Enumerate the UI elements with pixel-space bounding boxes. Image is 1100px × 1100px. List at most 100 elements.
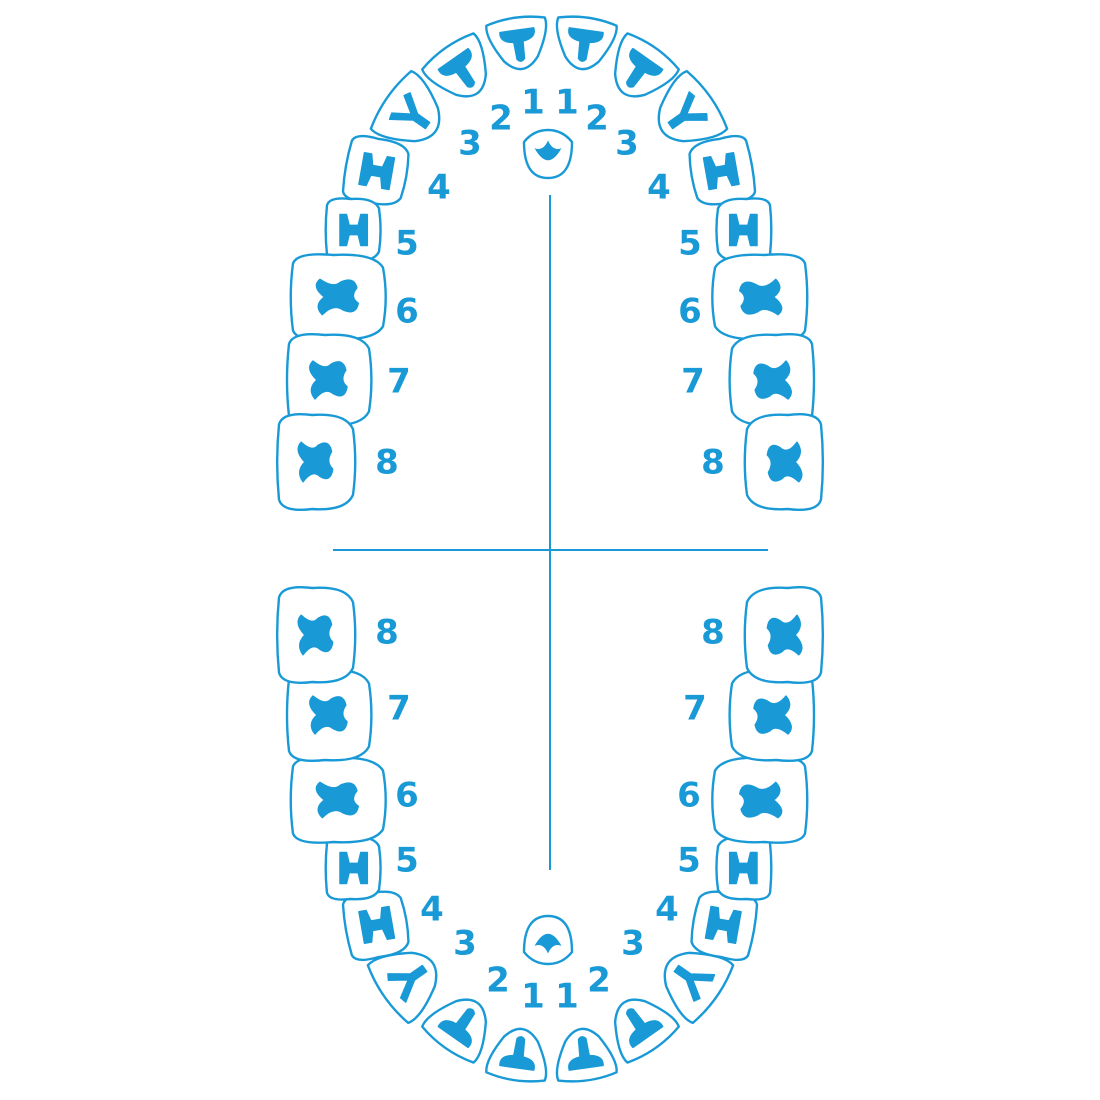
tooth-upper-left-7-pulp — [309, 360, 348, 400]
tooth-upper-right-4-pulp — [702, 151, 740, 191]
tooth-upper-left-2-pulp — [437, 47, 475, 88]
tooth-number-lower-right-2: 2 — [587, 961, 611, 1001]
tooth-number-lower-right-5: 5 — [677, 841, 701, 881]
tooth-lower-left-2 — [421, 998, 488, 1064]
tooth-number-upper-right-4: 4 — [647, 168, 671, 208]
tooth-upper-right-7 — [728, 333, 816, 427]
incisive-papilla-fill — [534, 140, 562, 161]
tooth-lower-right-1 — [555, 1027, 618, 1083]
tooth-lower-right-3-pulp — [673, 964, 716, 1002]
tooth-lower-right-7-pulp — [753, 695, 792, 735]
tooth-upper-right-8-pulp — [766, 441, 803, 483]
tooth-upper-left-4 — [341, 134, 410, 206]
tooth-number-lower-left-6: 6 — [395, 776, 419, 816]
tooth-number-lower-left-4: 4 — [420, 890, 444, 930]
tooth-lower-left-5 — [324, 835, 382, 901]
tooth-number-upper-right-1: 1 — [555, 83, 579, 123]
tooth-number-lower-left-3: 3 — [453, 924, 477, 964]
tooth-upper-left-7 — [285, 333, 373, 427]
tooth-number-lower-right-7: 7 — [683, 689, 707, 729]
tooth-number-upper-left-1: 1 — [521, 83, 545, 123]
tooth-number-upper-right-5: 5 — [678, 224, 702, 264]
tooth-upper-left-8 — [275, 412, 357, 512]
tooth-upper-right-3 — [657, 69, 729, 143]
tooth-upper-left-2 — [421, 32, 488, 98]
tooth-lower-right-6 — [711, 756, 809, 844]
tooth-upper-right-3-pulp — [667, 91, 708, 130]
tooth-lower-right-4 — [690, 890, 759, 962]
tooth-number-upper-left-2: 2 — [489, 99, 513, 139]
tooth-lower-right-2 — [613, 998, 680, 1064]
tooth-number-lower-left-8: 8 — [375, 613, 399, 653]
tooth-upper-right-6 — [711, 253, 809, 341]
tooth-upper-left-5 — [324, 197, 382, 263]
tooth-upper-right-6-pulp — [739, 278, 783, 316]
tooth-lower-left-8 — [275, 585, 357, 685]
tooth-number-upper-left-5: 5 — [395, 224, 419, 264]
tooth-number-upper-left-6: 6 — [395, 292, 419, 332]
tooth-upper-left-5-pulp — [339, 213, 369, 247]
tooth-number-upper-right-3: 3 — [615, 124, 639, 164]
tooth-lower-right-8 — [743, 585, 825, 685]
tooth-upper-right-1 — [555, 15, 618, 71]
tooth-upper-left-6 — [289, 253, 387, 341]
tooth-lower-left-3-pulp — [387, 964, 428, 1003]
tooth-upper-left-4-pulp — [358, 151, 396, 191]
tooth-number-upper-left-8: 8 — [375, 443, 399, 483]
tooth-number-upper-left-4: 4 — [427, 168, 451, 208]
tooth-number-upper-right-6: 6 — [678, 292, 702, 332]
tooth-number-lower-right-1: 1 — [555, 977, 579, 1017]
tooth-number-lower-left-7: 7 — [387, 689, 411, 729]
tooth-lower-left-4-pulp — [358, 905, 396, 945]
tooth-lower-right-2-pulp — [626, 1008, 664, 1049]
tooth-number-upper-right-2: 2 — [585, 99, 609, 139]
tooth-upper-left-1-pulp — [499, 27, 535, 62]
tooth-number-lower-right-3: 3 — [621, 924, 645, 964]
tooth-lower-left-1 — [485, 1027, 548, 1083]
lingual-frenum — [522, 914, 574, 966]
tooth-lower-left-8-pulp — [297, 614, 334, 656]
tooth-number-lower-left-5: 5 — [395, 841, 419, 881]
tooth-lower-left-5-pulp — [339, 851, 369, 885]
tooth-number-lower-right-4: 4 — [655, 890, 679, 930]
lingual-frenum-fill — [534, 933, 562, 954]
tooth-lower-left-6-pulp — [315, 781, 359, 819]
tooth-lower-right-8-pulp — [766, 614, 803, 656]
tooth-number-lower-left-2: 2 — [486, 961, 510, 1001]
teeth-group — [275, 15, 825, 1083]
tooth-number-lower-left-1: 1 — [521, 977, 545, 1017]
tooth-upper-left-3 — [369, 69, 441, 143]
tooth-upper-right-4 — [688, 134, 757, 206]
tooth-lower-right-6-pulp — [739, 781, 783, 819]
tooth-lower-right-4-pulp — [704, 905, 742, 945]
tooth-lower-left-7-pulp — [309, 695, 348, 735]
tooth-upper-right-5-pulp — [728, 213, 758, 247]
tooth-upper-right-2 — [613, 32, 680, 98]
tooth-number-upper-left-7: 7 — [387, 362, 411, 402]
tooth-lower-right-1-pulp — [568, 1036, 604, 1071]
tooth-upper-left-1 — [485, 15, 548, 71]
tooth-upper-right-8 — [743, 412, 825, 512]
tooth-number-upper-right-7: 7 — [681, 362, 705, 402]
incisive-papilla — [522, 128, 574, 180]
tooth-upper-right-7-pulp — [753, 360, 792, 400]
tooth-upper-left-6-pulp — [315, 278, 359, 316]
tooth-lower-left-1-pulp — [499, 1036, 535, 1071]
tooth-upper-left-8-pulp — [297, 441, 334, 483]
tooth-lower-right-5-pulp — [728, 851, 758, 885]
tooth-lower-right-5 — [715, 835, 773, 901]
tooth-number-lower-right-6: 6 — [677, 776, 701, 816]
tooth-upper-right-2-pulp — [626, 47, 664, 88]
tooth-number-upper-left-3: 3 — [458, 124, 482, 164]
tooth-number-lower-right-8: 8 — [701, 613, 725, 653]
tooth-lower-left-2-pulp — [437, 1008, 475, 1049]
tooth-number-upper-right-8: 8 — [701, 443, 725, 483]
tooth-lower-left-6 — [289, 756, 387, 844]
tooth-lower-left-4 — [341, 890, 410, 962]
tooth-lower-left-3 — [366, 951, 438, 1025]
tooth-upper-right-1-pulp — [568, 27, 604, 62]
tooth-upper-right-5 — [715, 197, 773, 263]
tooth-upper-left-3-pulp — [388, 92, 431, 130]
